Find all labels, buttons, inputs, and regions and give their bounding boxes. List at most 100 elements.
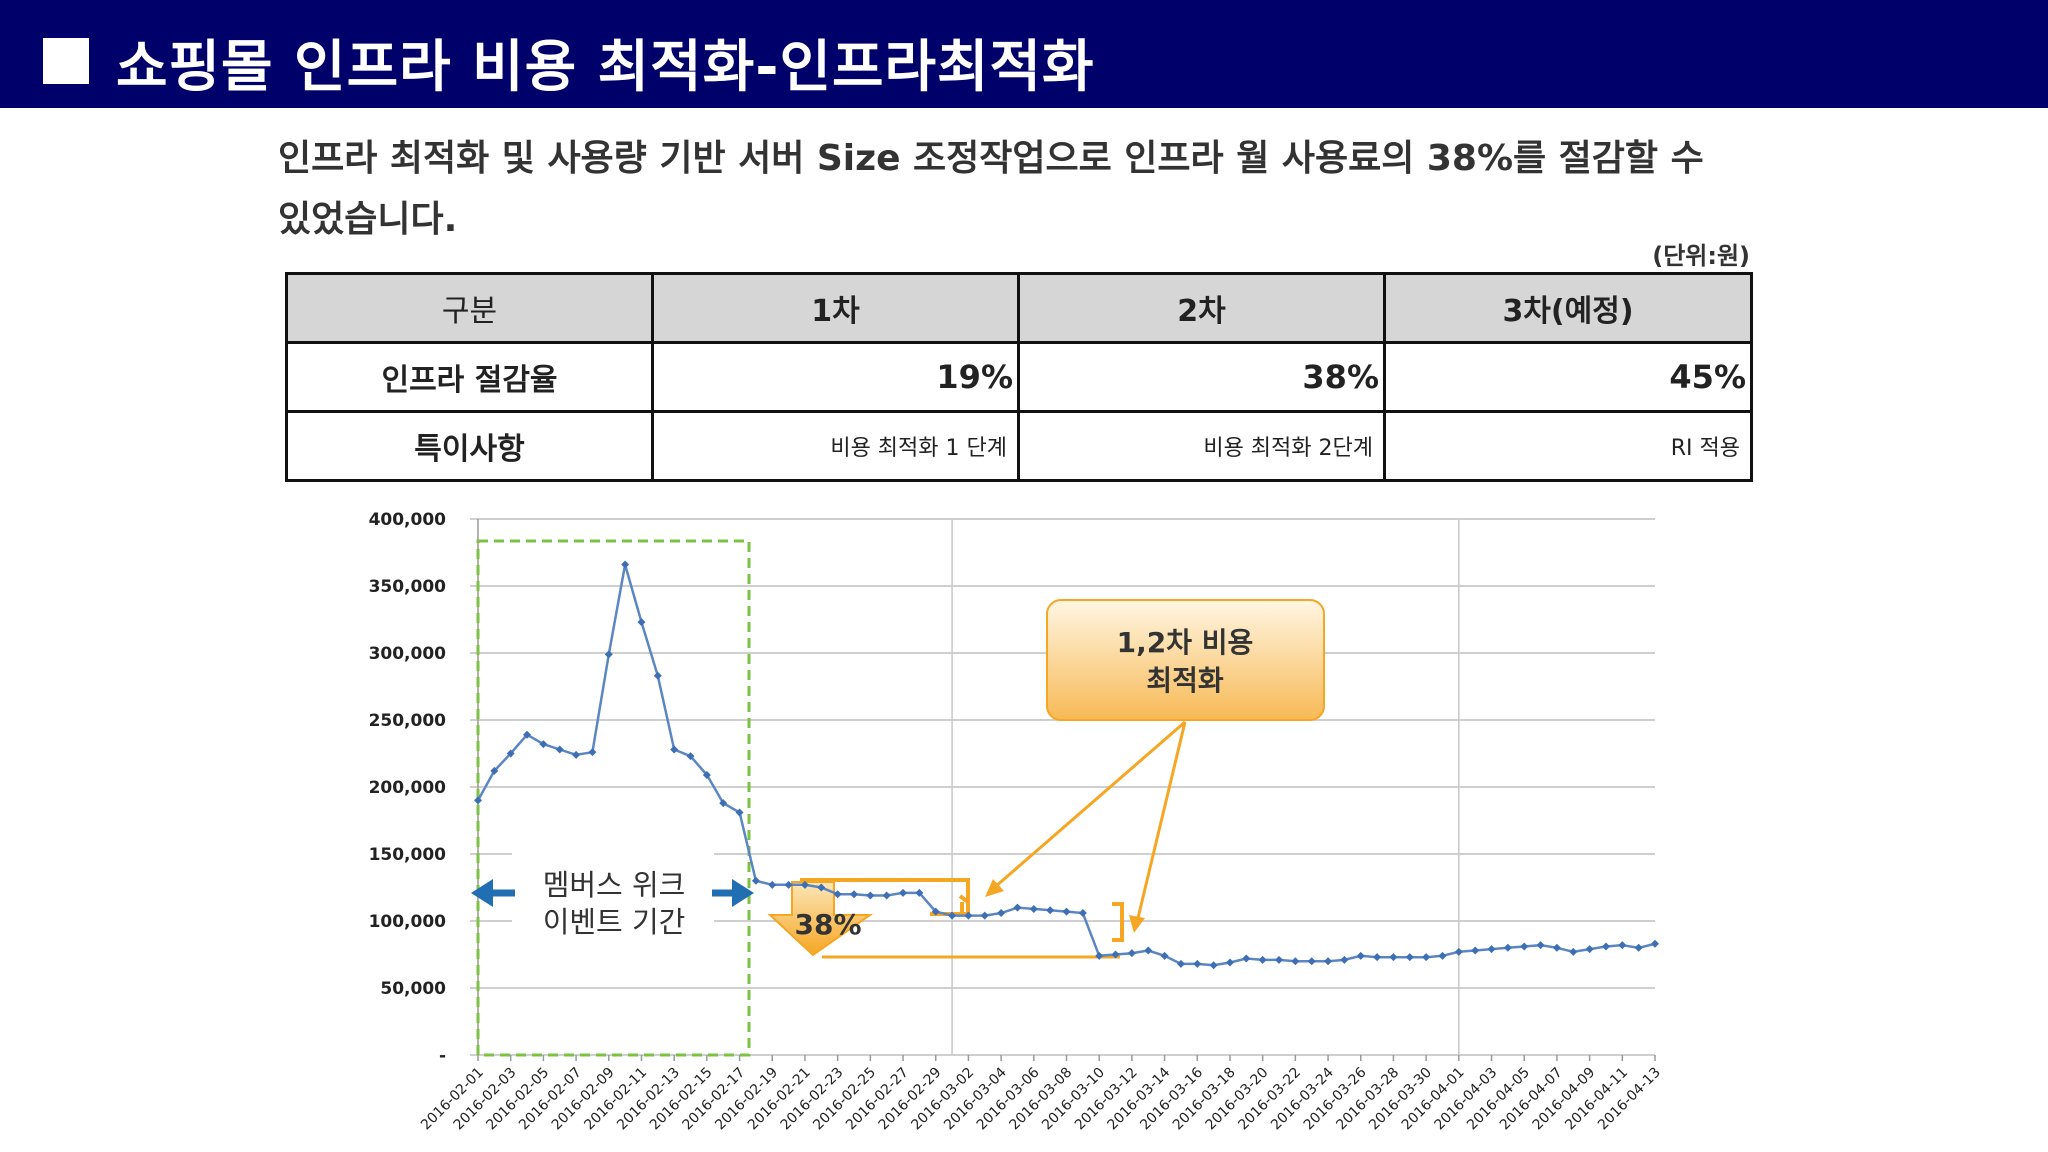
data-point (1569, 947, 1578, 956)
data-point (1046, 906, 1055, 915)
data-point (735, 808, 744, 817)
data-point (539, 740, 548, 749)
data-point (948, 911, 957, 920)
y-tick-label: - (439, 1046, 446, 1066)
data-point (1111, 950, 1120, 959)
y-tick-label: 150,000 (369, 845, 447, 865)
data-point (915, 888, 924, 897)
data-point (653, 671, 662, 680)
data-point (621, 560, 630, 569)
callout-label-line-1: 1,2차 비용 (1117, 626, 1254, 659)
data-point (572, 750, 581, 759)
data-point (490, 766, 499, 775)
reduction-down-arrow-icon (767, 881, 874, 957)
data-point (1356, 951, 1365, 960)
row-label: 특이사항 (285, 410, 654, 482)
data-point (1193, 959, 1202, 968)
data-point (1438, 951, 1447, 960)
data-point (1422, 953, 1431, 962)
callout-box (1046, 599, 1325, 721)
data-point (1634, 943, 1643, 952)
data-point (1389, 953, 1398, 962)
title-bar: 쇼핑몰 인프라 비용 최적화-인프라최적화 (0, 0, 2048, 108)
callout-label-line-2: 최적화 (1146, 664, 1224, 697)
event-label-line-2: 이벤트 기간 (543, 905, 686, 939)
savings-table: 구분 1차 2차 3차(예정) 인프라 절감율 19% 38% 45% 특이사항… (285, 272, 1753, 482)
data-point (1144, 946, 1153, 955)
data-point (899, 888, 908, 897)
event-label-background (512, 852, 714, 947)
data-point (719, 799, 728, 808)
table-cell: 45% (1383, 341, 1753, 413)
data-point (751, 876, 760, 885)
reduction-label: 38% (794, 908, 861, 941)
data-point (1651, 939, 1659, 948)
data-point (1258, 955, 1267, 964)
event-label-line-1: 멤버스 위크 (543, 868, 686, 902)
data-point (637, 618, 646, 627)
data-point (1585, 945, 1594, 954)
data-point (997, 908, 1006, 917)
event-arrow-right-icon (712, 879, 754, 907)
data-point (1454, 947, 1463, 956)
data-point (866, 891, 875, 900)
data-point (1078, 908, 1087, 917)
data-point (980, 911, 989, 920)
y-tick-label: 400,000 (369, 510, 447, 530)
data-point (555, 745, 564, 754)
y-tick-label: 350,000 (369, 577, 447, 597)
unit-label: (단위:원) (1652, 242, 1750, 270)
square-bullet-icon (43, 38, 89, 84)
data-point (817, 883, 826, 892)
table-row: 인프라 절감율 19% 38% 45% (285, 341, 1753, 413)
data-point (1324, 957, 1333, 966)
data-point (800, 880, 809, 889)
data-point (1405, 953, 1414, 962)
data-point (1209, 961, 1218, 970)
data-point (686, 752, 695, 761)
table-header-cell: 구분 (285, 272, 654, 344)
data-point (588, 748, 597, 757)
data-point (768, 880, 777, 889)
row-label: 인프라 절감율 (285, 341, 654, 413)
data-point (474, 796, 482, 805)
callout-pointer-2-icon (1129, 721, 1187, 933)
data-point (849, 890, 858, 899)
data-point (1536, 941, 1545, 950)
data-point (1552, 943, 1561, 952)
data-point (1225, 958, 1234, 967)
y-tick-label: 250,000 (369, 711, 447, 731)
table-cell: 비용 최적화 1 단계 (651, 410, 1020, 482)
data-point (702, 770, 711, 779)
data-point (1601, 942, 1610, 951)
data-point (1471, 946, 1480, 955)
data-point (1160, 951, 1169, 960)
data-point (1029, 904, 1038, 913)
data-point (1127, 949, 1136, 958)
data-point (1520, 942, 1529, 951)
table-row: 특이사항 비용 최적화 1 단계 비용 최적화 2단계 RI 적용 (285, 410, 1753, 482)
y-tick-label: 200,000 (369, 778, 447, 798)
data-point (784, 880, 793, 889)
data-point (1275, 955, 1284, 964)
data-point (670, 745, 679, 754)
data-point (1291, 957, 1300, 966)
data-point (1373, 953, 1382, 962)
data-point (833, 890, 842, 899)
table-cell: 19% (651, 341, 1020, 413)
data-point (1176, 959, 1185, 968)
y-tick-label: 100,000 (369, 912, 447, 932)
data-point (931, 907, 940, 916)
table-cell: 비용 최적화 2단계 (1017, 410, 1386, 482)
y-tick-label: 300,000 (369, 644, 447, 664)
table-header-cell: 3차(예정) (1383, 272, 1753, 344)
y-tick-label: 50,000 (380, 979, 446, 999)
data-point (1095, 951, 1104, 960)
table-header-cell: 2차 (1017, 272, 1386, 344)
page-title: 쇼핑몰 인프라 비용 최적화-인프라최적화 (116, 35, 1095, 100)
series-points (474, 560, 1659, 970)
callout-pointer-1-icon (985, 720, 1186, 897)
table-header-row: 구분 1차 2차 3차(예정) (285, 272, 1753, 344)
summary-text: 인프라 최적화 및 사용량 기반 서버 Size 조정작업으로 인프라 월 사용… (278, 138, 1704, 240)
data-point (1242, 954, 1251, 963)
